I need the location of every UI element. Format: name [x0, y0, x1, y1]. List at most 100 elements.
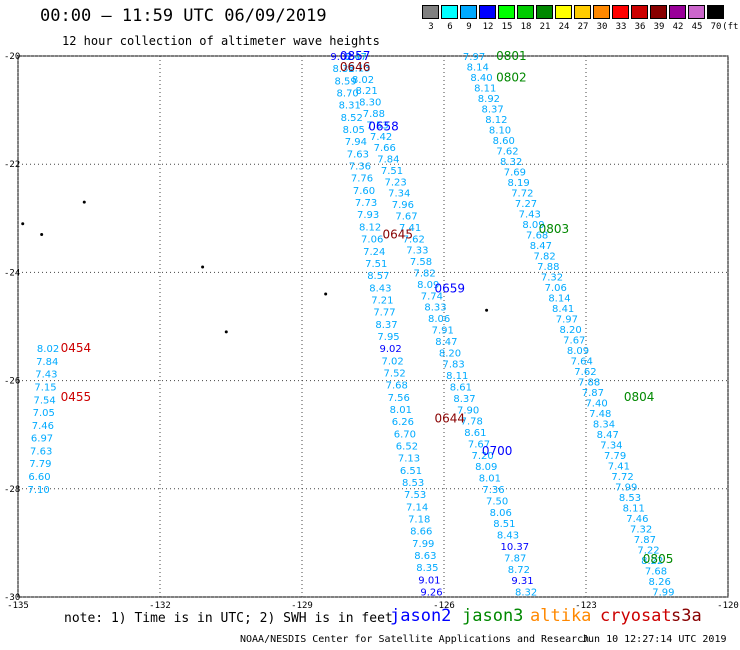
swh-value: 9.26 [420, 588, 442, 599]
lon-tick-label: -132 [149, 601, 171, 611]
swh-value: 7.93 [357, 210, 379, 221]
swh-value: 8.11 [474, 84, 496, 95]
legend-label-27: 27 [577, 22, 589, 32]
legend-label-6: 6 [447, 22, 453, 32]
swh-value: 7.73 [355, 198, 377, 209]
swh-value: 7.76 [351, 174, 373, 185]
lat-tick-label: -28 [4, 485, 20, 495]
swh-value: 8.51 [493, 519, 515, 530]
swh-value: 8.47 [435, 337, 457, 348]
swh-value: 7.64 [571, 357, 593, 368]
swh-value: 8.13 [348, 63, 370, 74]
swh-value: 7.27 [515, 199, 537, 210]
swh-value: 8.11 [446, 371, 468, 382]
swh-value: 9.02 [330, 52, 352, 63]
swh-value: 7.67 [563, 336, 585, 347]
swh-value: 8.06 [428, 314, 450, 325]
swh-value: 8.10 [489, 126, 511, 137]
swh-value: 6.70 [394, 429, 416, 440]
swh-value: 7.41 [399, 223, 421, 234]
swh-value: 7.68 [645, 567, 667, 578]
swh-value: 8.09 [567, 346, 589, 357]
swh-value: 7.02 [381, 356, 403, 367]
swh-value: 8.32 [515, 588, 537, 599]
swh-value: 7.63 [347, 149, 369, 160]
swh-value: 7.36 [349, 162, 371, 173]
swh-value: 7.43 [519, 210, 541, 221]
legend-label-33: 33 [615, 22, 627, 32]
swh-value: 7.79 [29, 459, 51, 470]
swh-value: 7.48 [589, 409, 611, 420]
swh-value: 7.88 [578, 378, 600, 389]
lon-tick-label: -135 [7, 601, 29, 611]
swh-value: 8.14 [548, 294, 570, 305]
lon-tick-label: -126 [433, 601, 455, 611]
legend-label-9: 9 [466, 22, 472, 32]
swh-value: 8.20 [559, 325, 581, 336]
credit-line: NOAA/NESDIS Center for Satellite Applica… [240, 634, 590, 645]
swh-value: 7.91 [432, 325, 454, 336]
swh-value: 7.88 [363, 109, 385, 120]
swh-value: 8.37 [375, 320, 397, 331]
swh-value: 7.95 [377, 332, 399, 343]
legend-label-12: 12 [482, 22, 494, 32]
legend-swatch-70 [707, 5, 724, 19]
swh-value: 8.01 [479, 474, 501, 485]
swh-value: 8.22 [641, 556, 663, 567]
swh-value: 8.70 [337, 89, 359, 100]
swh-value: 7.43 [35, 370, 57, 381]
generated-timestamp: Jun 10 12:27:14 UTC 2019 [582, 634, 727, 645]
legend-label-24: 24 [558, 22, 570, 32]
pass-time-label: 0804 [624, 390, 655, 404]
swh-value: 7.23 [384, 177, 406, 188]
swh-value: 7.77 [373, 308, 395, 319]
swh-value: 7.36 [482, 485, 504, 496]
legend-swatch-12 [479, 5, 496, 19]
swh-value: 7.62 [574, 367, 596, 378]
swh-value: 7.18 [408, 515, 430, 526]
swh-value: 7.06 [545, 283, 567, 294]
swh-value: 7.60 [353, 186, 375, 197]
swh-value: 7.20 [471, 451, 493, 462]
swh-value: 7.66 [374, 143, 396, 154]
swh-value: 8.59 [334, 76, 356, 87]
swh-value: 7.82 [413, 269, 435, 280]
swh-value: 8.12 [359, 222, 381, 233]
pass-time-label: 0645 [382, 228, 413, 242]
swh-value: 7.51 [365, 259, 387, 270]
island-marker [40, 233, 44, 237]
swh-value: 7.68 [526, 231, 548, 242]
legend-swatch-45 [688, 5, 705, 19]
swh-value: 9.01 [418, 575, 440, 586]
island-marker [224, 330, 228, 334]
island-marker [201, 265, 205, 269]
swh-value: 7.15 [34, 383, 56, 394]
swh-value: 8.43 [497, 531, 519, 542]
legend-swatch-9 [460, 5, 477, 19]
swh-value: 8.57 [367, 271, 389, 282]
page-subtitle: 12 hour collection of altimeter wave hei… [62, 34, 380, 48]
legend-swatch-42 [669, 5, 686, 19]
swh-value: 7.62 [403, 234, 425, 245]
swh-value: 8.92 [478, 94, 500, 105]
swh-value: 7.99 [412, 539, 434, 550]
swh-value: 8.30 [359, 98, 381, 109]
legend-unit: (ft) [722, 22, 740, 32]
swh-value: 7.53 [404, 490, 426, 501]
swh-value: 7.69 [504, 168, 526, 179]
legend-swatch-24 [555, 5, 572, 19]
satellite-jason2: jason2 [390, 606, 452, 626]
swh-value: 8.61 [450, 382, 472, 393]
pass-time-label: 0803 [539, 222, 570, 236]
pass-time-label: 0644 [435, 411, 466, 425]
swh-value: 8.09 [475, 462, 497, 473]
swh-value: 7.21 [371, 295, 393, 306]
swh-value: 8.20 [439, 348, 461, 359]
legend-swatch-33 [612, 5, 629, 19]
swh-value: 7.87 [582, 388, 604, 399]
swh-value: 8.72 [508, 565, 530, 576]
swh-value: 6.97 [31, 434, 53, 445]
satellite-s3a: s3a [671, 606, 702, 626]
lon-tick-label: -129 [291, 601, 313, 611]
